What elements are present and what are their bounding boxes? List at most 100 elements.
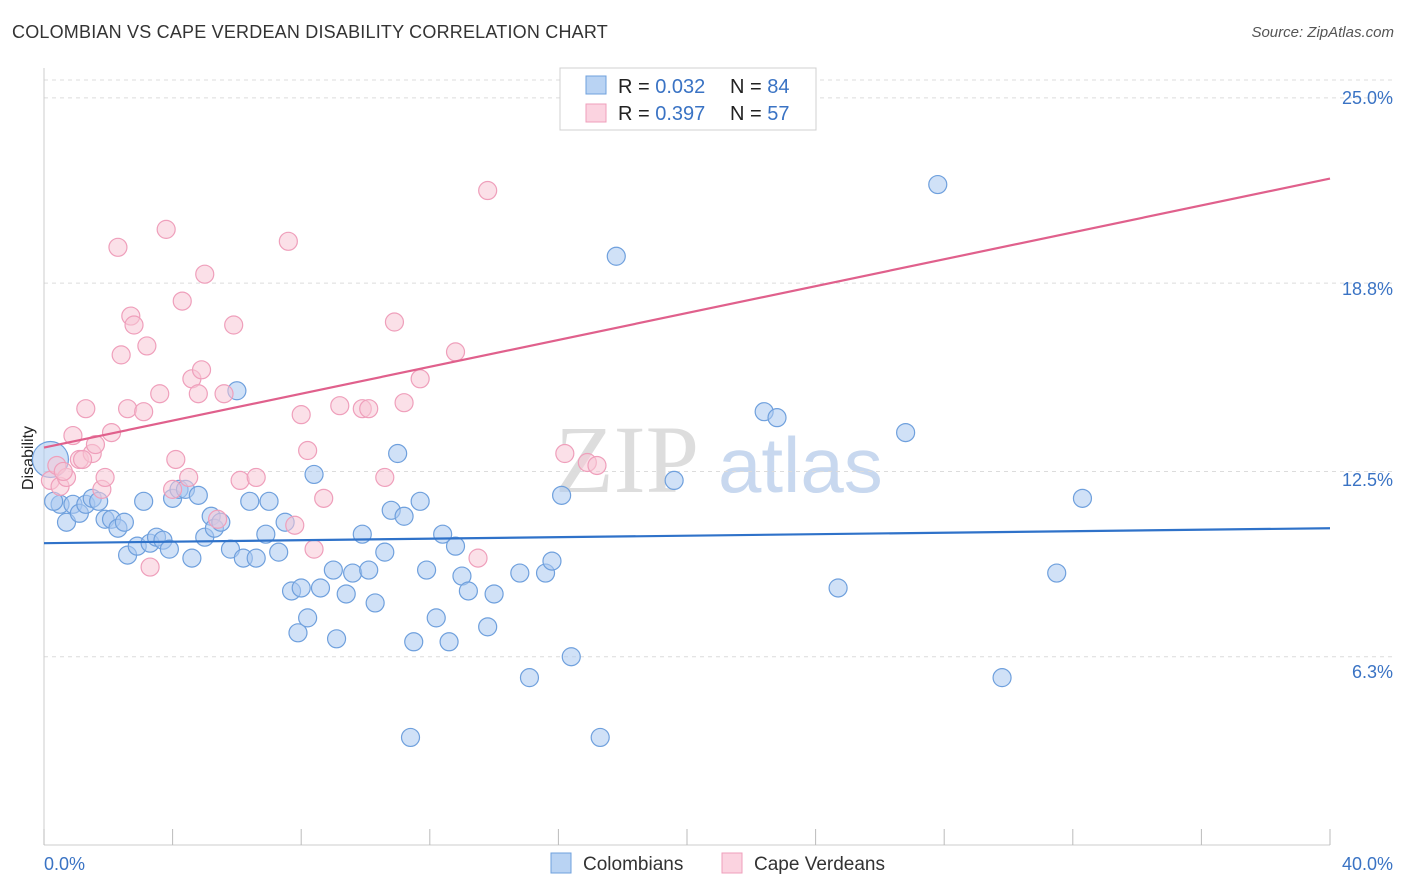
colombian-point-55 (404, 632, 424, 652)
colombian-point-44 (326, 629, 347, 649)
colombian-point-56 (410, 491, 430, 511)
colombian-point-77 (828, 578, 848, 598)
colombian-point-57 (416, 560, 437, 580)
cape-verdean-point-52 (587, 455, 607, 476)
cape-verdean-point-40 (314, 488, 334, 508)
colombian-point-43 (323, 560, 343, 580)
colombian-point-72 (590, 727, 610, 748)
svg-text:R = 0.397: R = 0.397 (618, 103, 705, 125)
colombian-point-58 (426, 608, 446, 628)
stats-legend-swatch-colombians (585, 75, 607, 95)
cape-verdean-point-8 (85, 434, 106, 455)
colombian-point-23 (188, 485, 208, 505)
colombian-point-40 (298, 608, 318, 628)
trend-line-colombians (43, 527, 1331, 545)
stats-r-value-cape-verdeans: 0.397 (655, 103, 705, 125)
cape-verdean-point-37 (291, 405, 311, 425)
colombian-point-60 (439, 632, 459, 652)
colombian-point-65 (484, 584, 504, 604)
y-tick-label-12.5: 12.5% (1342, 470, 1393, 490)
cape-verdean-point-31 (214, 384, 234, 404)
cape-verdean-point-19 (140, 557, 160, 577)
cape-verdean-point-22 (163, 479, 183, 499)
colombian-point-41 (304, 464, 324, 485)
legend-label-colombians: Colombians (583, 854, 683, 875)
cape-verdean-point-24 (172, 291, 192, 311)
cape-verdean-point-21 (156, 219, 176, 239)
x-tick-label-min: 0.0% (44, 854, 85, 874)
colombian-point-46 (343, 563, 363, 583)
cape-verdean-point-12 (108, 237, 128, 257)
colombian-point-76 (767, 408, 787, 428)
colombian-point-50 (375, 542, 395, 562)
series-legend: Colombians Cape Verdeans (550, 852, 885, 875)
colombian-point-22 (182, 548, 202, 568)
cape-verdean-point-28 (191, 360, 212, 380)
stats-r-label-cape-verdeans: R = (618, 103, 655, 125)
cape-verdean-point-29 (195, 264, 215, 284)
cape-verdean-point-18 (137, 336, 157, 356)
stats-r-label-colombians: R = (618, 76, 655, 98)
cape-verdean-point-41 (330, 396, 350, 416)
colombian-point-38 (288, 623, 308, 643)
y-tick-label-6.3: 6.3% (1352, 662, 1393, 682)
cape-verdean-point-27 (188, 384, 208, 404)
colombian-point-34 (259, 491, 279, 511)
colombian-point-42 (310, 578, 331, 598)
colombian-point-80 (992, 668, 1012, 688)
cape-verdean-point-34 (246, 467, 266, 488)
colombian-point-39 (291, 578, 311, 598)
colombian-point-81 (1047, 563, 1067, 583)
cape-verdean-point-14 (117, 399, 138, 419)
cape-verdean-point-17 (134, 402, 154, 422)
stats-n-value-colombians: 84 (767, 76, 789, 98)
cape-verdean-point-36 (285, 515, 305, 535)
legend-swatch-colombians (550, 852, 572, 874)
svg-text:N = 57: N = 57 (730, 103, 790, 125)
stats-r-value-colombians: 0.032 (655, 76, 705, 98)
y-axis-label: Disability (20, 426, 37, 490)
cape-verdean-point-49 (478, 180, 498, 201)
colombian-point-66 (510, 563, 530, 583)
colombian-point-73 (606, 246, 626, 266)
colombian-point-48 (359, 560, 379, 580)
colombian-point-11 (114, 512, 134, 532)
x-tick-label-max: 40.0% (1342, 854, 1393, 874)
cape-verdean-point-47 (445, 342, 466, 362)
colombian-point-79 (928, 174, 948, 195)
cape-verdean-point-33 (230, 470, 250, 491)
cape-verdean-point-30 (208, 509, 228, 529)
cape-verdean-point-32 (224, 315, 244, 335)
cape-verdean-point-10 (95, 467, 115, 488)
colombian-point-32 (246, 548, 266, 568)
cape-verdean-point-48 (468, 548, 488, 568)
colombian-point-18 (159, 539, 179, 559)
cape-verdean-point-25 (179, 467, 199, 488)
colombian-point-54 (400, 727, 421, 748)
legend-label-cape-verdeans: Cape Verdeans (754, 854, 885, 875)
cape-verdean-point-39 (304, 539, 324, 559)
cape-verdean-point-43 (359, 399, 379, 419)
cape-verdean-point-44 (384, 312, 405, 332)
colombian-point-82 (1072, 488, 1093, 508)
colombian-point-52 (388, 443, 408, 464)
cape-verdean-point-13 (111, 345, 131, 365)
legend-swatch-cape-verdeans (721, 852, 743, 874)
trend-line-cape-verdeans (43, 177, 1331, 449)
cape-verdean-point-46 (410, 369, 430, 389)
cape-verdean-point-16 (124, 315, 144, 335)
gridlines (44, 79, 1392, 658)
cape-verdean-point-55 (72, 449, 93, 470)
colombian-point-74 (664, 470, 684, 491)
cape-verdean-point-38 (298, 440, 318, 461)
svg-text:N = 84: N = 84 (730, 76, 790, 98)
colombian-point-53 (394, 506, 414, 526)
colombian-point-69 (542, 551, 562, 571)
y-tick-label-18.8: 18.8% (1342, 279, 1393, 299)
stats-legend: R = 0.032 N = 84 R = 0.397 N = 57 (559, 67, 817, 131)
cape-verdean-point-23 (166, 449, 186, 470)
series-cape-verdeans-points (40, 97, 800, 577)
stats-n-value-cape-verdeans: 57 (767, 103, 789, 125)
colombian-point-71 (561, 647, 581, 667)
